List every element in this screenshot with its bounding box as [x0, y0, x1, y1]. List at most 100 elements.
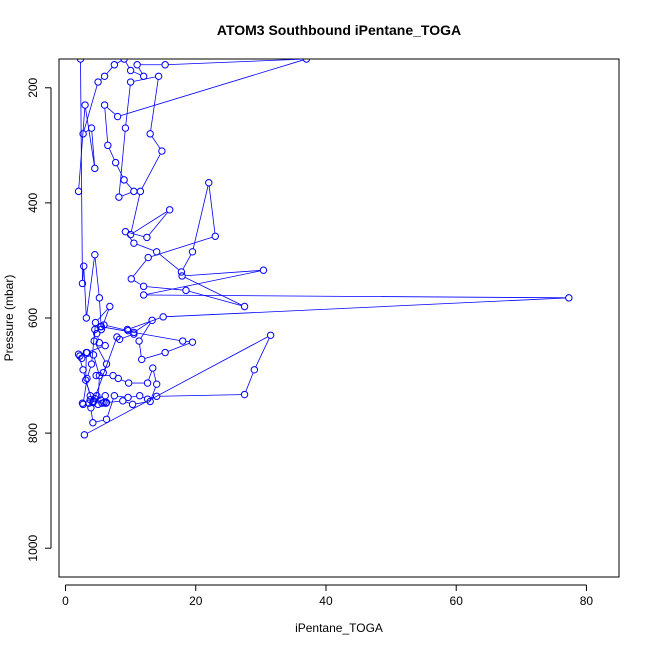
series-segment	[94, 339, 117, 399]
data-point	[79, 130, 87, 138]
data-point	[149, 364, 157, 372]
series-segment	[141, 153, 161, 189]
data-point	[211, 232, 219, 240]
series-segment	[87, 366, 91, 376]
series-segment	[159, 394, 242, 397]
data-point	[124, 326, 132, 335]
series-segment	[185, 270, 261, 277]
data-point	[101, 341, 109, 350]
series-segment	[93, 357, 99, 373]
data-point	[135, 337, 143, 345]
series-segment	[135, 401, 148, 405]
data-point	[106, 302, 114, 311]
data-point	[95, 339, 104, 347]
data-point	[92, 371, 100, 380]
data-point	[127, 275, 135, 283]
series-segment	[125, 61, 130, 68]
series-segment	[97, 336, 99, 340]
x-tick-label: 60	[450, 594, 464, 608]
series-segment	[83, 381, 87, 402]
series-segment	[150, 387, 156, 399]
data-point	[91, 250, 99, 259]
series-segment	[85, 129, 90, 133]
series-segment	[83, 84, 98, 131]
data-point	[154, 72, 163, 80]
series-segment	[116, 165, 124, 178]
series-segment	[133, 71, 141, 76]
series-segment	[90, 410, 93, 420]
chart-title: ATOM3 Southbound iPentane_TOGA	[217, 22, 461, 38]
data-point	[144, 253, 152, 262]
data-point	[81, 376, 90, 384]
x-axis-label: iPentane_TOGA	[295, 621, 383, 635]
data-point	[87, 360, 96, 368]
series-segment	[136, 321, 150, 331]
series-layer	[74, 59, 573, 439]
series-segment	[144, 353, 163, 359]
series-segment	[103, 326, 180, 341]
series-segment	[146, 270, 261, 295]
series-segment	[85, 108, 95, 166]
data-point	[79, 366, 87, 374]
series-segment	[125, 401, 130, 404]
series-segment	[132, 259, 147, 277]
data-point	[179, 337, 187, 345]
y-axis-label: Pressure (mbar)	[2, 275, 16, 362]
series-segment	[120, 59, 304, 117]
data-point	[89, 419, 97, 427]
series-segment	[99, 301, 102, 327]
data-point	[152, 380, 161, 388]
data-point	[143, 379, 152, 387]
data-point	[87, 404, 95, 412]
data-point	[165, 206, 174, 214]
data-point	[102, 360, 111, 368]
data-point	[158, 147, 166, 155]
series-segment	[97, 308, 108, 321]
x-tick-label: 20	[189, 594, 203, 608]
data-point	[159, 313, 167, 321]
y-tick-label: 200	[26, 77, 40, 97]
data-point	[152, 392, 161, 400]
series-segment	[150, 79, 159, 131]
data-point	[146, 130, 154, 138]
x-tick-label: 80	[580, 594, 594, 608]
series-segment	[136, 243, 154, 252]
series-segment	[87, 336, 268, 434]
series-segment	[192, 185, 209, 249]
series-0	[74, 59, 573, 439]
series-segment	[139, 344, 142, 357]
data-point	[124, 379, 133, 387]
series-segment	[188, 290, 242, 307]
data-point	[143, 395, 152, 403]
data-point	[89, 351, 98, 359]
series-segment	[130, 194, 141, 232]
data-point	[93, 329, 101, 338]
data-point	[82, 348, 91, 357]
data-point	[130, 330, 138, 338]
series-segment	[128, 232, 144, 237]
x-axis: 0 20 40 60 80	[62, 584, 594, 608]
data-point	[136, 392, 144, 400]
series-segment	[121, 192, 132, 197]
x-tick-label: 0	[62, 594, 69, 608]
series-segment	[168, 59, 304, 66]
data-point	[139, 282, 148, 291]
data-point	[76, 59, 85, 63]
series-segment	[106, 106, 116, 115]
data-point	[111, 158, 120, 167]
series-segment	[148, 370, 153, 381]
series-segment	[91, 131, 95, 166]
data-point	[121, 124, 130, 132]
data-point	[104, 141, 112, 150]
series-segment	[117, 395, 125, 398]
data-point	[97, 322, 106, 331]
data-point	[240, 302, 249, 311]
series-segment	[109, 400, 120, 403]
series-segment	[146, 294, 566, 299]
data-point	[115, 335, 124, 343]
series-segment	[83, 269, 87, 315]
series-segment	[125, 182, 133, 190]
data-point	[128, 400, 137, 409]
data-point	[79, 400, 87, 409]
